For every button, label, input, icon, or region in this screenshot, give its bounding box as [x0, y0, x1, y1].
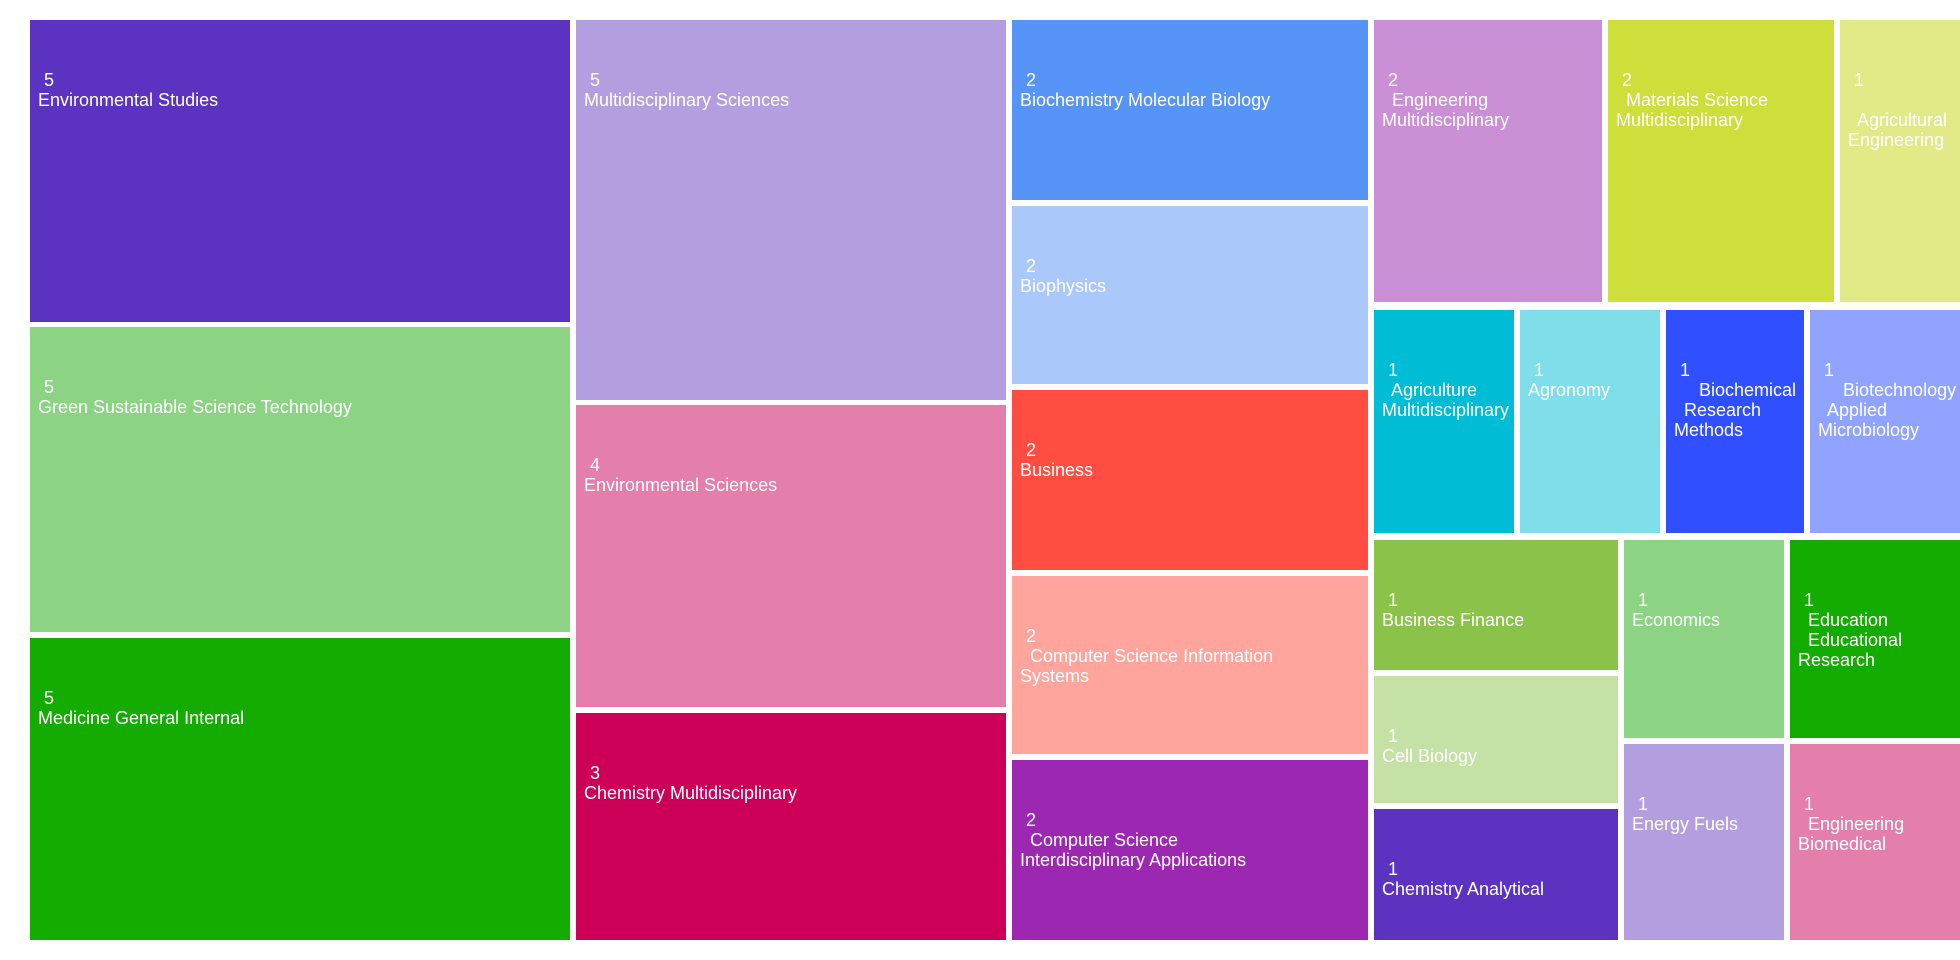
treemap-cell: 1 Cell Biology — [1374, 676, 1618, 803]
cell-label: Computer Science Interdisciplinary Appli… — [1020, 830, 1247, 870]
cell-label: Engineering Biomedical — [1798, 814, 1905, 854]
cell-value: 1 — [1804, 590, 1815, 610]
treemap-cell: 5 Medicine General Internal — [30, 638, 570, 940]
cell-value: 1 — [1388, 590, 1399, 610]
cell-value: 2 — [1026, 440, 1037, 460]
cell-label: Green Sustainable Science Technology — [38, 397, 352, 417]
treemap-cell: 1 Energy Fuels — [1624, 744, 1784, 940]
cell-label: Business Finance — [1382, 610, 1525, 630]
cell-value: 5 — [44, 70, 55, 90]
cell-label: Biotechnology Applied Microbiology — [1818, 380, 1957, 440]
cell-value: 1 — [1638, 590, 1649, 610]
treemap-cell: 5 Multidisciplinary Sciences — [576, 20, 1006, 400]
cell-label: Materials Science Multidisciplinary — [1616, 90, 1769, 130]
treemap-cell: 1 Agricultural Engineering — [1840, 20, 1960, 302]
cell-label: Chemistry Multidisciplinary — [584, 783, 798, 803]
cell-value: 1 — [1680, 360, 1691, 380]
cell-value: 1 — [1534, 360, 1545, 380]
cell-value: 1 — [1388, 360, 1399, 380]
cell-label: Multidisciplinary Sciences — [584, 90, 790, 110]
treemap-cell: 1 Chemistry Analytical — [1374, 809, 1618, 940]
cell-label: Environmental Sciences — [584, 475, 778, 495]
cell-label: Agronomy — [1528, 380, 1611, 400]
cell-label: Biophysics — [1020, 276, 1107, 296]
cell-value: 1 — [1638, 794, 1649, 814]
cell-label: Biochemistry Molecular Biology — [1020, 90, 1271, 110]
treemap-cell: 2 Materials Science Multidisciplinary — [1608, 20, 1834, 302]
treemap-cell: 1 Education Educational Research — [1790, 540, 1960, 738]
cell-value: 2 — [1026, 70, 1037, 90]
treemap-cell: 1 Engineering Biomedical — [1790, 744, 1960, 940]
cell-label: Medicine General Internal — [38, 708, 245, 728]
cell-label: Engineering Multidisciplinary — [1382, 90, 1510, 130]
treemap-cell: 1 Agronomy — [1520, 310, 1660, 533]
cell-value: 4 — [590, 455, 601, 475]
cell-label: Agriculture Multidisciplinary — [1382, 380, 1510, 420]
cell-value: 2 — [1026, 810, 1037, 830]
treemap-cell: 2 Computer Science Interdisciplinary App… — [1012, 760, 1368, 940]
cell-value: 2 — [1026, 256, 1037, 276]
treemap-cell: 4 Environmental Sciences — [576, 405, 1006, 707]
cell-label: Business — [1020, 460, 1094, 480]
cell-label: Biochemical Research Methods — [1674, 380, 1797, 440]
cell-value: 5 — [44, 377, 55, 397]
cell-label: Education Educational Research — [1798, 610, 1903, 670]
cell-label: Agricultural Engineering — [1848, 110, 1948, 150]
treemap-cell: 3 Chemistry Multidisciplinary — [576, 713, 1006, 940]
cell-value: 1 — [1388, 726, 1399, 746]
cell-value: 5 — [44, 688, 55, 708]
cell-label: Chemistry Analytical — [1382, 879, 1545, 899]
cell-label: Cell Biology — [1382, 746, 1478, 766]
treemap-cell: 2 Biophysics — [1012, 206, 1368, 384]
treemap-cell: 5 Green Sustainable Science Technology — [30, 327, 570, 632]
cell-value: 2 — [1622, 70, 1633, 90]
treemap-cell: 1 Biochemical Research Methods — [1666, 310, 1804, 533]
treemap-cell: 2 Biochemistry Molecular Biology — [1012, 20, 1368, 200]
treemap-cell: 2 Engineering Multidisciplinary — [1374, 20, 1602, 302]
cell-label: Computer Science Information Systems — [1020, 646, 1274, 686]
cell-value: 1 — [1824, 360, 1835, 380]
treemap-cell: 1 Agriculture Multidisciplinary — [1374, 310, 1514, 533]
cell-value: 1 — [1804, 794, 1815, 814]
cell-value: 1 — [1388, 859, 1399, 879]
treemap-cell: 1 Biotechnology Applied Microbiology — [1810, 310, 1960, 533]
cell-value: 2 — [1388, 70, 1399, 90]
treemap-cell: 2 Business — [1012, 390, 1368, 570]
treemap-cell: 1 Business Finance — [1374, 540, 1618, 670]
cell-value: 3 — [590, 763, 601, 783]
cell-label: Environmental Studies — [38, 90, 219, 110]
cell-value: 5 — [590, 70, 601, 90]
cell-value: 2 — [1026, 626, 1037, 646]
treemap-cell: 2 Computer Science Information Systems — [1012, 576, 1368, 754]
cell-label: Economics — [1632, 610, 1721, 630]
treemap-cell: 5 Environmental Studies — [30, 20, 570, 322]
cell-label: Energy Fuels — [1632, 814, 1739, 834]
cell-value: 1 — [1854, 70, 1865, 90]
treemap-cell: 1 Economics — [1624, 540, 1784, 738]
